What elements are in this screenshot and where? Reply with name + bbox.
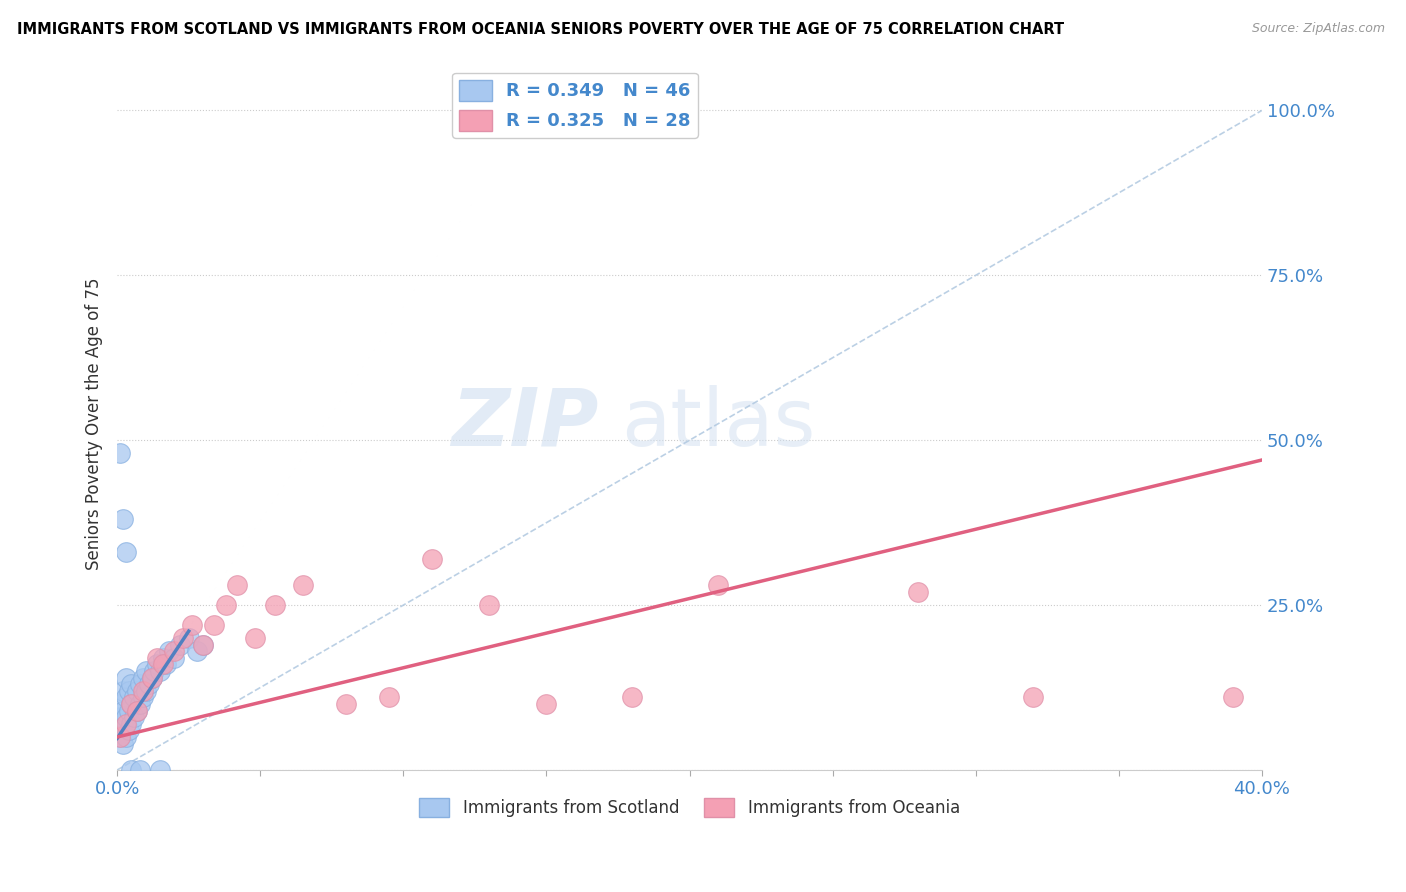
Point	[129, 677, 152, 691]
Point	[124, 710, 146, 724]
Point	[163, 644, 186, 658]
Point	[169, 638, 191, 652]
Point	[108, 446, 131, 460]
Point	[132, 690, 155, 705]
Point	[420, 552, 443, 566]
Point	[114, 690, 136, 705]
Point	[621, 690, 644, 705]
Point	[124, 690, 146, 705]
Point	[129, 697, 152, 711]
Point	[157, 644, 180, 658]
Text: Source: ZipAtlas.com: Source: ZipAtlas.com	[1251, 22, 1385, 36]
Point	[132, 671, 155, 685]
Point	[111, 683, 134, 698]
Point	[378, 690, 401, 705]
Point	[111, 704, 134, 718]
Point	[204, 618, 226, 632]
Point	[111, 512, 134, 526]
Point	[149, 763, 172, 777]
Point	[135, 664, 157, 678]
Point	[132, 683, 155, 698]
Legend: Immigrants from Scotland, Immigrants from Oceania: Immigrants from Scotland, Immigrants fro…	[413, 791, 966, 824]
Point	[138, 677, 160, 691]
Point	[108, 710, 131, 724]
Point	[141, 671, 163, 685]
Point	[177, 631, 200, 645]
Point	[121, 697, 143, 711]
Point	[335, 697, 357, 711]
Point	[143, 664, 166, 678]
Point	[215, 598, 238, 612]
Point	[117, 723, 139, 738]
Point	[191, 638, 214, 652]
Point	[263, 598, 285, 612]
Point	[121, 697, 143, 711]
Point	[121, 716, 143, 731]
Point	[1222, 690, 1244, 705]
Point	[108, 730, 131, 744]
Point	[129, 763, 152, 777]
Point	[707, 578, 730, 592]
Point	[152, 651, 174, 665]
Point	[186, 644, 208, 658]
Point	[114, 545, 136, 559]
Point	[108, 697, 131, 711]
Point	[121, 677, 143, 691]
Text: atlas: atlas	[621, 384, 815, 463]
Point	[117, 704, 139, 718]
Point	[149, 664, 172, 678]
Point	[117, 683, 139, 698]
Point	[172, 631, 194, 645]
Point	[907, 585, 929, 599]
Point	[121, 763, 143, 777]
Point	[127, 704, 149, 718]
Point	[111, 716, 134, 731]
Point	[108, 730, 131, 744]
Point	[114, 671, 136, 685]
Point	[135, 683, 157, 698]
Point	[141, 671, 163, 685]
Point	[114, 730, 136, 744]
Point	[127, 704, 149, 718]
Point	[146, 657, 169, 672]
Y-axis label: Seniors Poverty Over the Age of 75: Seniors Poverty Over the Age of 75	[86, 277, 103, 570]
Point	[243, 631, 266, 645]
Point	[111, 737, 134, 751]
Point	[152, 657, 174, 672]
Point	[292, 578, 315, 592]
Point	[1022, 690, 1045, 705]
Point	[191, 638, 214, 652]
Point	[114, 716, 136, 731]
Point	[155, 657, 177, 672]
Point	[146, 651, 169, 665]
Text: IMMIGRANTS FROM SCOTLAND VS IMMIGRANTS FROM OCEANIA SENIORS POVERTY OVER THE AGE: IMMIGRANTS FROM SCOTLAND VS IMMIGRANTS F…	[17, 22, 1064, 37]
Point	[127, 683, 149, 698]
Point	[163, 651, 186, 665]
Point	[226, 578, 249, 592]
Point	[478, 598, 501, 612]
Point	[180, 618, 202, 632]
Point	[536, 697, 558, 711]
Point	[114, 710, 136, 724]
Text: ZIP: ZIP	[450, 384, 598, 463]
